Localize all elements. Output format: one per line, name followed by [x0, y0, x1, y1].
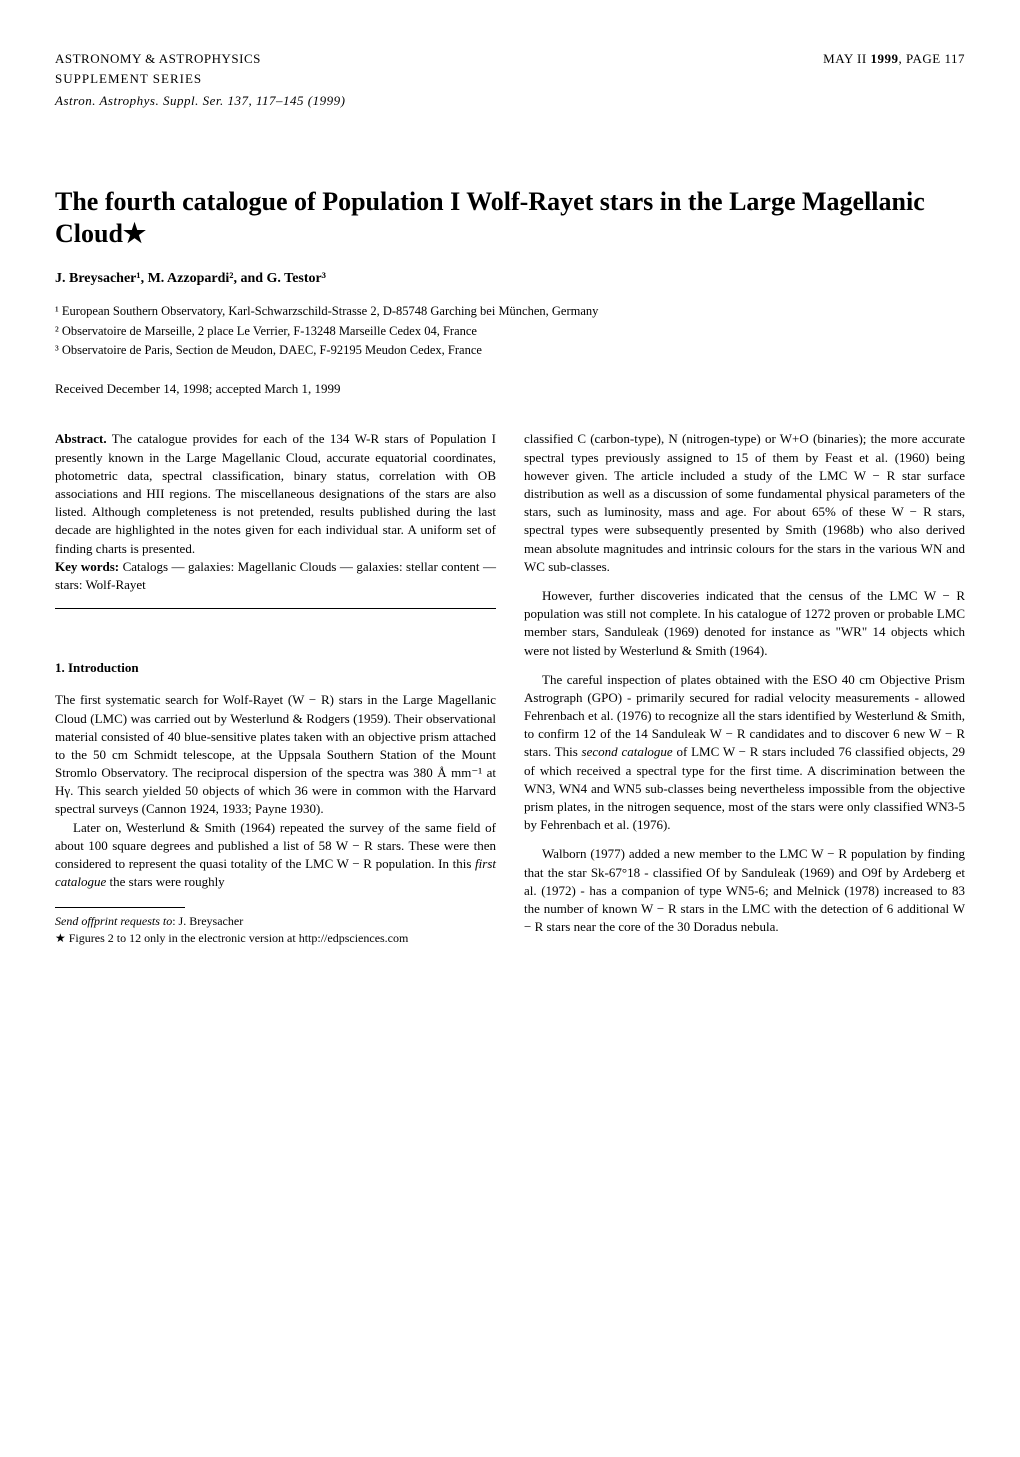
footnote-1: Send offprint requests to: J. Breysacher [55, 913, 496, 929]
keywords: Key words: Catalogs — galaxies: Magellan… [55, 558, 496, 594]
abstract-label: Abstract. [55, 431, 107, 446]
footnote-1-text: : J. Breysacher [172, 914, 243, 928]
section-divider [55, 608, 496, 609]
col2-paragraph-4: Walborn (1977) added a new member to the… [524, 845, 965, 936]
two-column-layout: Abstract. The catalogue provides for eac… [55, 430, 965, 945]
keywords-text: Catalogs — galaxies: Magellanic Clouds —… [55, 559, 496, 592]
footnote-2: ★ Figures 2 to 12 only in the electronic… [55, 930, 496, 946]
footnote-1-label: Send offprint requests to [55, 914, 172, 928]
supplement-series: SUPPLEMENT SERIES [55, 70, 345, 88]
right-column: classified C (carbon-type), N (nitrogen-… [524, 430, 965, 945]
intro-paragraph-1: The first systematic search for Wolf-Ray… [55, 691, 496, 818]
section-1-heading: 1. Introduction [55, 659, 496, 677]
journal-name: ASTRONOMY & ASTROPHYSICS [55, 50, 345, 68]
col2-paragraph-3: The careful inspection of plates obtaine… [524, 671, 965, 835]
col2-paragraph-2: However, further discoveries indicated t… [524, 587, 965, 660]
left-column: Abstract. The catalogue provides for eac… [55, 430, 496, 945]
footnote-separator [55, 907, 185, 908]
col2-paragraph-1: classified C (carbon-type), N (nitrogen-… [524, 430, 965, 576]
issue-info: MAY II 1999, PAGE 117 [823, 50, 965, 111]
affiliation-3: ³ Observatoire de Paris, Section de Meud… [55, 341, 965, 360]
page-header: ASTRONOMY & ASTROPHYSICS SUPPLEMENT SERI… [55, 50, 965, 111]
received-date: Received December 14, 1998; accepted Mar… [55, 380, 965, 398]
volume-info: Astron. Astrophys. Suppl. Ser. 137, 117–… [55, 92, 345, 110]
intro-paragraph-2: Later on, Westerlund & Smith (1964) repe… [55, 819, 496, 892]
abstract: Abstract. The catalogue provides for eac… [55, 430, 496, 557]
authors: J. Breysacher¹, M. Azzopardi², and G. Te… [55, 269, 965, 289]
affiliation-1: ¹ European Southern Observatory, Karl-Sc… [55, 302, 965, 321]
keywords-label: Key words: [55, 559, 119, 574]
abstract-text: The catalogue provides for each of the 1… [55, 431, 496, 555]
affiliation-2: ² Observatoire de Marseille, 2 place Le … [55, 322, 965, 341]
paper-title: The fourth catalogue of Population I Wol… [55, 186, 965, 251]
affiliations: ¹ European Southern Observatory, Karl-Sc… [55, 302, 965, 360]
header-left: ASTRONOMY & ASTROPHYSICS SUPPLEMENT SERI… [55, 50, 345, 111]
